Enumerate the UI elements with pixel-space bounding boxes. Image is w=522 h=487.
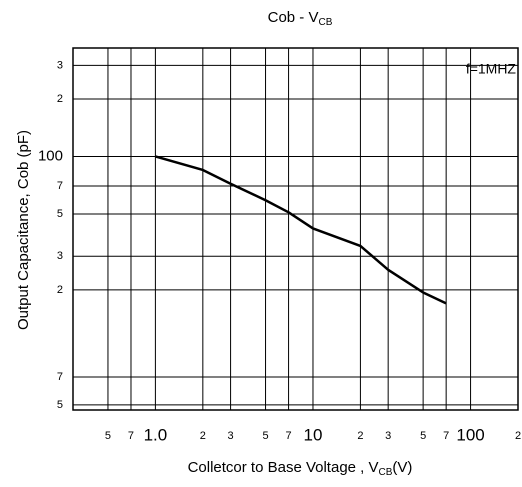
y-tick-label: 3	[57, 250, 63, 262]
x-tick-label: 5	[262, 430, 268, 442]
y-tick-label: 5	[57, 399, 63, 411]
y-tick-label: 5	[57, 208, 63, 220]
x-tick-label: 5	[420, 430, 426, 442]
x-tick-label: 2	[200, 430, 206, 442]
x-tick-label: 7	[443, 430, 449, 442]
x-tick-label: 7	[286, 430, 292, 442]
x-tick-label: 10	[304, 425, 323, 444]
data-line	[155, 155, 447, 305]
x-tick-label: 7	[128, 430, 134, 442]
x-tick-label: 100	[456, 425, 484, 444]
y-tick-label: 7	[57, 180, 63, 192]
annotation: f=1MHZ	[466, 61, 517, 77]
x-tick-label: 2	[515, 430, 521, 442]
x-tick-label: 3	[385, 430, 391, 442]
x-tick-label: 1.0	[144, 425, 168, 444]
x-tick-label: 5	[105, 430, 111, 442]
y-tick-label: 2	[57, 93, 63, 105]
y-axis-label: Output Capacitance, Cob (pF)	[15, 130, 32, 330]
y-tick-label: 3	[57, 59, 63, 71]
chart-title: Cob - VCB	[268, 9, 333, 28]
y-tick-label: 7	[57, 371, 63, 383]
x-tick-label: 2	[357, 430, 363, 442]
x-tick-label: 3	[228, 430, 234, 442]
x-axis-label: Colletcor to Base Voltage , VCB(V)	[188, 459, 413, 478]
y-tick-label: 2	[57, 284, 63, 296]
y-tick-label: 100	[38, 147, 63, 164]
plot-frame	[72, 47, 519, 411]
